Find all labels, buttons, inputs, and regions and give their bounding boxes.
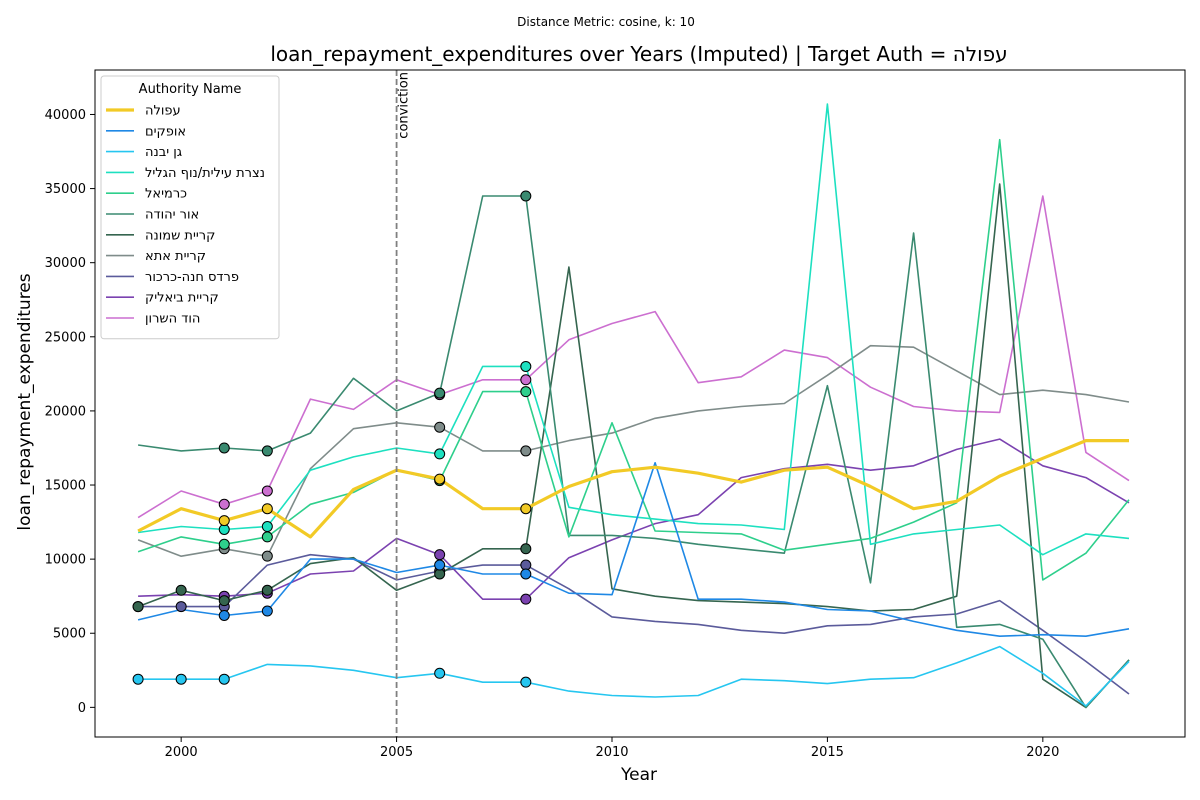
imputed-point-5-2002 <box>261 445 273 457</box>
suptitle: Distance Metric: cosine, k: 10 <box>517 15 695 29</box>
series-line-0 <box>137 439 1129 539</box>
imputed-point-10-2002 <box>261 485 273 497</box>
y-axis-label: loan_repayment_expenditures <box>15 273 35 530</box>
imputed-point-0-2001 <box>218 515 230 527</box>
imputed-point-9-2006 <box>434 549 446 561</box>
imputed-point-6-2000 <box>175 584 187 596</box>
legend-title: Authority Name <box>139 82 242 97</box>
imputed-point-3-2006 <box>434 448 446 460</box>
imputed-point-0-2006 <box>434 473 446 485</box>
imputed-point-2-2001 <box>218 673 230 685</box>
chart-title: loan_repayment_expenditures over Years (… <box>270 42 1007 66</box>
y-tick-label-20000: 20000 <box>45 404 86 419</box>
legend-label-0: עפולה <box>145 104 181 119</box>
imputed-point-9-2008 <box>520 593 532 605</box>
imputed-point-1-2006 <box>434 559 446 571</box>
series-line-5 <box>137 195 1130 709</box>
imputed-point-7-2008 <box>520 445 532 457</box>
y-tick-label-15000: 15000 <box>45 479 86 494</box>
imputed-point-4-2008 <box>520 386 532 398</box>
imputed-point-6-2002 <box>261 584 273 596</box>
plot-area: conviction 2000 2005 2010 2015 2020 0 5000 10000… <box>45 69 1186 760</box>
imputed-point-3-2002 <box>261 521 273 533</box>
legend: Authority Name עפולה אופקים גן יבנה נצרת עיל… <box>100 75 280 340</box>
x-axis-label: Year <box>620 765 657 785</box>
series-line-1 <box>137 461 1130 638</box>
imputed-point-5-2001 <box>218 442 230 454</box>
imputed-point-1-2002 <box>261 605 273 617</box>
imputed-point-7-2006 <box>434 421 446 433</box>
imputed-point-4-2001 <box>218 538 230 550</box>
legend-label-6: קריית שמונה <box>145 228 215 243</box>
series-line-3 <box>137 103 1130 556</box>
legend-label-9: קריית ביאליק <box>145 291 219 306</box>
legend-label-3: נצרת עילית/נוף הגליל <box>145 166 265 181</box>
axes-frame <box>94 69 1186 738</box>
imputed-point-3-2008 <box>520 360 532 372</box>
imputed-point-4-2002 <box>261 531 273 543</box>
x-tick-label-2015: 2015 <box>811 745 844 760</box>
legend-box <box>100 75 280 340</box>
imputed-point-1-2001 <box>218 609 230 621</box>
imputed-point-6-2001 <box>218 595 230 607</box>
imputed-point-10-2001 <box>218 498 230 510</box>
x-tick-label-2005: 2005 <box>380 745 413 760</box>
legend-label-8: פרדס חנה-כרכור <box>145 270 239 285</box>
imputed-point-7-2002 <box>261 550 273 562</box>
legend-label-2: גן יבנה <box>145 145 182 160</box>
y-tick-label-30000: 30000 <box>45 256 86 271</box>
imputed-point-8-2000 <box>175 601 187 613</box>
imputed-point-0-2008 <box>520 503 532 515</box>
imputed-point-10-2008 <box>520 374 532 386</box>
y-tick-label-25000: 25000 <box>45 330 86 345</box>
series-line-7 <box>137 344 1130 558</box>
legend-label-1: אופקים <box>145 124 186 139</box>
y-tick-label-0: 0 <box>78 701 86 716</box>
imputed-point-2-2006 <box>434 667 446 679</box>
series-line-10 <box>137 195 1130 519</box>
x-tick-label-2000: 2000 <box>165 745 198 760</box>
series-line-8 <box>138 553 1130 695</box>
imputed-point-1-2008 <box>520 568 532 580</box>
imputed-point-6-2008 <box>520 543 532 555</box>
imputed-point-2-2000 <box>175 673 187 685</box>
conviction-label: conviction <box>397 72 412 139</box>
imputed-point-2-1999 <box>132 673 144 685</box>
y-tick-label-5000: 5000 <box>53 627 86 642</box>
imputed-point-6-1999 <box>132 601 144 613</box>
legend-label-7: קריית אתא <box>145 249 206 264</box>
series-line-4 <box>137 138 1130 581</box>
imputed-point-2-2008 <box>520 676 532 688</box>
series-line-2 <box>138 645 1130 707</box>
legend-label-4: כרמיאל <box>145 187 187 202</box>
imputed-point-5-2006 <box>434 387 446 399</box>
y-tick-label-10000: 10000 <box>45 553 86 568</box>
legend-label-5: אור יהודה <box>145 208 199 223</box>
x-tick-label-2010: 2010 <box>595 745 628 760</box>
y-tick-label-35000: 35000 <box>45 182 86 197</box>
imputed-point-5-2008 <box>520 190 532 202</box>
imputed-point-0-2002 <box>261 503 273 515</box>
x-tick-label-2020: 2020 <box>1026 745 1059 760</box>
legend-label-10: הוד השרון <box>145 312 200 327</box>
y-tick-label-40000: 40000 <box>45 108 86 123</box>
